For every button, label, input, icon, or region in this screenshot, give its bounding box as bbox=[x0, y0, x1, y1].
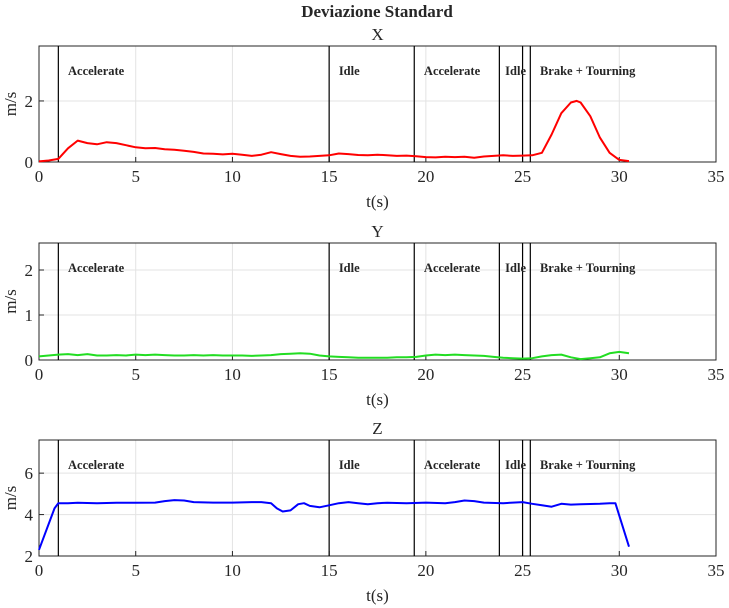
x-tick-label: 5 bbox=[131, 561, 140, 580]
x-tick-label: 20 bbox=[417, 365, 434, 384]
phase-label: Idle bbox=[505, 64, 526, 78]
phase-label: Brake + Tourning bbox=[540, 64, 636, 78]
x-tick-label: 30 bbox=[611, 561, 628, 580]
x-tick-label: 15 bbox=[321, 365, 338, 384]
phase-label: Accelerate bbox=[68, 64, 125, 78]
axes-box bbox=[38, 45, 717, 163]
x-tick-label: 10 bbox=[224, 561, 241, 580]
subplot-title: Z bbox=[372, 419, 382, 438]
y-tick-label: 1 bbox=[25, 306, 34, 325]
phase-label: Accelerate bbox=[68, 458, 125, 472]
y-tick-label: 6 bbox=[25, 464, 34, 483]
series-line-x bbox=[38, 99, 630, 163]
x-tick-label: 0 bbox=[35, 167, 44, 186]
x-tick-label: 25 bbox=[514, 561, 531, 580]
y-tick-label: 0 bbox=[25, 351, 34, 370]
y-tick-label: 2 bbox=[25, 92, 34, 111]
subplot-title: Y bbox=[371, 222, 383, 241]
x-tick-label: 0 bbox=[35, 561, 44, 580]
phase-label: Brake + Tourning bbox=[540, 261, 636, 275]
x-tick-label: 5 bbox=[131, 167, 140, 186]
y-tick-label: 0 bbox=[25, 153, 34, 172]
x-tick-label: 5 bbox=[131, 365, 140, 384]
y-axis-label: m/s bbox=[1, 486, 20, 511]
subplot-y: 0 5 10 15 20 25 30 35 0 1 2 Accelerate Idle Accelerat… bbox=[1, 222, 725, 409]
x-axis-label: t(s) bbox=[366, 390, 389, 409]
figure-title: Deviazione Standard bbox=[301, 2, 453, 21]
x-tick-label: 30 bbox=[611, 365, 628, 384]
x-tick-label: 20 bbox=[417, 167, 434, 186]
x-tick-label: 35 bbox=[708, 167, 725, 186]
x-tick-label: 15 bbox=[321, 561, 338, 580]
phase-label: Accelerate bbox=[424, 261, 481, 275]
phase-label: Accelerate bbox=[68, 261, 125, 275]
phase-label: Idle bbox=[339, 458, 360, 472]
subplot-title: X bbox=[371, 25, 383, 44]
axes-box bbox=[38, 242, 717, 361]
y-tick-label: 2 bbox=[25, 261, 34, 280]
series-line-y bbox=[38, 350, 630, 361]
x-tick-label: 35 bbox=[708, 561, 725, 580]
x-tick-label: 20 bbox=[417, 561, 434, 580]
y-tick-label: 2 bbox=[25, 547, 34, 566]
y-axis-label: m/s bbox=[1, 289, 20, 314]
series-line-z bbox=[38, 499, 630, 551]
phase-label: Idle bbox=[505, 458, 526, 472]
x-axis-label: t(s) bbox=[366, 586, 389, 605]
subplot-z: 0 5 10 15 20 25 30 35 2 4 6 Accelerate Idle Accelerat… bbox=[1, 419, 725, 605]
x-tick-label: 10 bbox=[224, 167, 241, 186]
x-tick-label: 25 bbox=[514, 167, 531, 186]
x-tick-label: 15 bbox=[321, 167, 338, 186]
subplot-x: 0 5 10 15 20 25 30 35 0 2 Accelerate Idle Accelerate… bbox=[1, 25, 725, 211]
x-tick-label: 0 bbox=[35, 365, 44, 384]
x-tick-label: 10 bbox=[224, 365, 241, 384]
y-axis-label: m/s bbox=[1, 92, 20, 117]
plot-area bbox=[39, 243, 716, 360]
phase-label: Accelerate bbox=[424, 64, 481, 78]
phase-label: Idle bbox=[505, 261, 526, 275]
phase-label: Idle bbox=[339, 261, 360, 275]
plot-area bbox=[39, 440, 716, 556]
x-axis-label: t(s) bbox=[366, 192, 389, 211]
x-tick-label: 35 bbox=[708, 365, 725, 384]
phase-label: Brake + Tourning bbox=[540, 458, 636, 472]
phase-label: Accelerate bbox=[424, 458, 481, 472]
x-tick-label: 30 bbox=[611, 167, 628, 186]
y-tick-label: 4 bbox=[25, 506, 34, 525]
phase-label: Idle bbox=[339, 64, 360, 78]
axes-box bbox=[38, 439, 717, 557]
x-tick-label: 25 bbox=[514, 365, 531, 384]
